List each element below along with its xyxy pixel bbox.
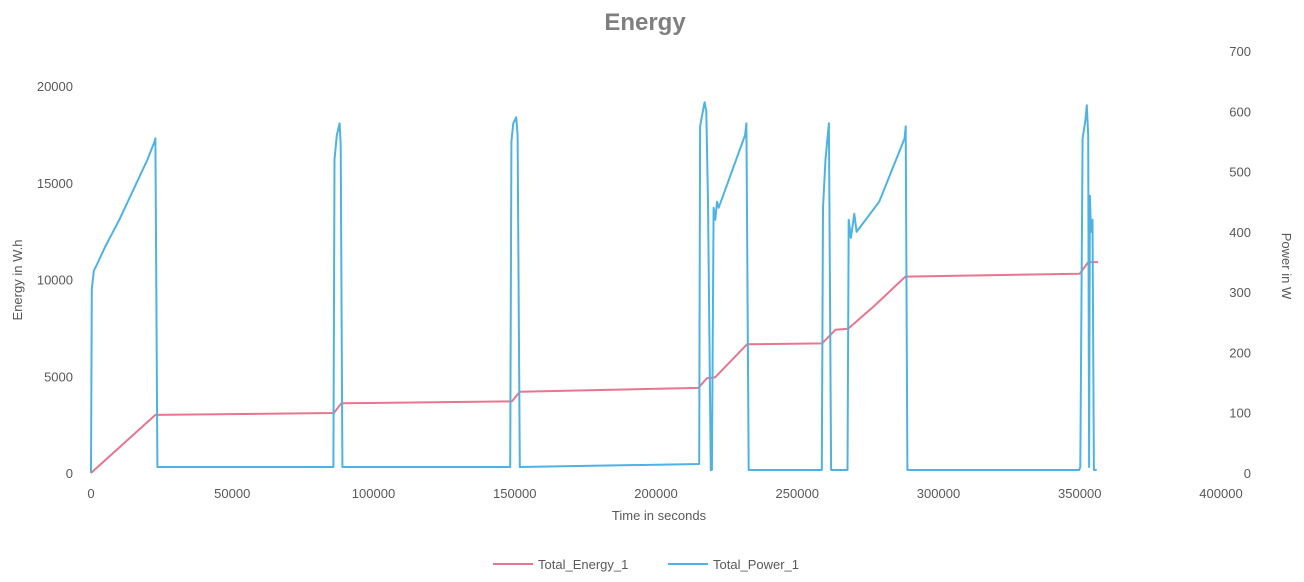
y-axis-ticks: 0 5000 10000 15000 20000 — [37, 79, 73, 481]
x-tick-label: 300000 — [917, 486, 960, 501]
y-tick-label: 10000 — [37, 273, 73, 288]
y2-tick-label: 400 — [1229, 225, 1251, 240]
y2-tick-label: 700 — [1229, 44, 1251, 59]
y2-tick-label: 300 — [1229, 285, 1251, 300]
y-tick-label: 20000 — [37, 79, 73, 94]
y2-axis-title: Power in W — [1279, 233, 1294, 300]
legend-label-total-energy: Total_Energy_1 — [538, 557, 628, 572]
legend: Total_Energy_1 Total_Power_1 — [493, 557, 799, 572]
x-tick-label: 50000 — [214, 486, 250, 501]
y2-tick-label: 100 — [1229, 406, 1251, 421]
plot-area — [90, 101, 1099, 474]
x-axis-title: Time in seconds — [612, 508, 707, 523]
x-axis-ticks: 0 50000 100000 150000 200000 250000 300000 3500… — [87, 486, 1242, 501]
series-line-total-energy-1 — [90, 261, 1099, 474]
y2-tick-label: 600 — [1229, 104, 1251, 119]
y-tick-label: 0 — [66, 466, 73, 481]
y2-tick-label: 200 — [1229, 345, 1251, 360]
x-tick-label: 250000 — [776, 486, 819, 501]
x-tick-label: 400000 — [1199, 486, 1242, 501]
legend-label-total-power: Total_Power_1 — [713, 557, 799, 572]
chart-title: Energy — [604, 9, 686, 36]
x-tick-label: 100000 — [352, 486, 395, 501]
x-tick-label: 200000 — [634, 486, 677, 501]
y-tick-label: 15000 — [37, 176, 73, 191]
series-line-total-power-1 — [90, 101, 1097, 474]
y2-axis-ticks: 0 100 200 300 400 500 600 700 — [1229, 44, 1251, 481]
y-tick-label: 5000 — [44, 369, 73, 384]
y-axis-title: Energy in W.h — [10, 240, 25, 321]
y2-tick-label: 500 — [1229, 165, 1251, 180]
x-tick-label: 0 — [87, 486, 94, 501]
x-tick-label: 150000 — [493, 486, 536, 501]
y2-tick-label: 0 — [1244, 466, 1251, 481]
x-tick-label: 350000 — [1058, 486, 1101, 501]
